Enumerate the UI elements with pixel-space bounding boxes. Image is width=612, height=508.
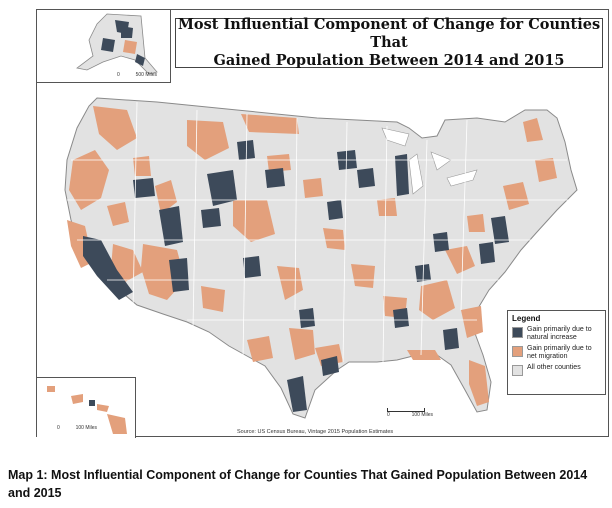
us-county-map bbox=[64, 97, 578, 419]
great-lakes bbox=[381, 127, 478, 195]
legend-swatch-other bbox=[512, 365, 523, 376]
legend-item-other: All other counties bbox=[512, 364, 601, 376]
hawaii-scale-zero: 0 bbox=[57, 425, 60, 431]
legend-swatch-net-migration bbox=[512, 346, 523, 357]
contiguous-us-shape bbox=[64, 97, 578, 419]
legend-item-net-migration: Gain primarily due to net migration bbox=[512, 345, 601, 361]
legend-title: Legend bbox=[512, 314, 541, 323]
main-scale-zero: 0 bbox=[387, 412, 390, 418]
figure-caption: Map 1: Most Influential Component of Cha… bbox=[8, 468, 588, 500]
map-frame: 0 500 Miles 0 100 Miles Most Influential… bbox=[36, 9, 609, 438]
main-scale-label: 100 Miles bbox=[411, 412, 433, 418]
hawaii-scale-bar: 0 100 Miles bbox=[57, 425, 97, 431]
map-title-line-2: Gained Population Between 2014 and 2015 bbox=[213, 52, 565, 69]
net-migration-regions bbox=[67, 106, 557, 406]
map-title-line-1: Most Influential Component of Change for… bbox=[177, 16, 601, 51]
hawaii-map bbox=[47, 386, 127, 434]
main-scale-line bbox=[387, 408, 425, 412]
alaska-scale-zero: 0 bbox=[117, 72, 120, 78]
legend-label-natural-increase: Gain primarily due to natural increase bbox=[527, 326, 592, 341]
legend-label-other: All other counties bbox=[527, 364, 581, 371]
main-scale-bar: 0 100 Miles bbox=[387, 408, 433, 418]
source-note: Source: US Census Bureau, Vintage 2015 P… bbox=[237, 429, 394, 435]
alaska-map bbox=[76, 13, 158, 75]
legend-item-natural-increase: Gain primarily due to natural increase bbox=[512, 326, 601, 342]
map-legend: Legend Gain primarily due to natural inc… bbox=[507, 310, 606, 395]
alaska-scale-bar: 0 500 Miles bbox=[117, 72, 157, 78]
legend-label-net-migration: Gain primarily due to net migration bbox=[527, 345, 592, 360]
hawaii-inset bbox=[37, 377, 136, 438]
map-title-box: Most Influential Component of Change for… bbox=[175, 16, 603, 70]
alaska-inset bbox=[37, 10, 171, 83]
map-title: Most Influential Component of Change for… bbox=[176, 16, 602, 70]
state-boundaries bbox=[67, 101, 577, 363]
hawaii-scale-label: 100 Miles bbox=[75, 425, 97, 431]
legend-swatch-natural-increase bbox=[512, 327, 523, 338]
alaska-scale-label: 500 Miles bbox=[135, 72, 157, 78]
natural-increase-regions bbox=[83, 140, 509, 412]
